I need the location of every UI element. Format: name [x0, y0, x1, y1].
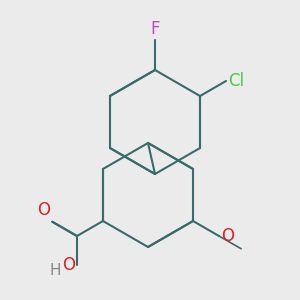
Text: O: O [62, 256, 75, 274]
Text: O: O [37, 201, 50, 219]
Text: O: O [221, 227, 234, 245]
Text: F: F [150, 20, 160, 38]
Text: H: H [50, 263, 61, 278]
Text: Cl: Cl [228, 72, 244, 90]
